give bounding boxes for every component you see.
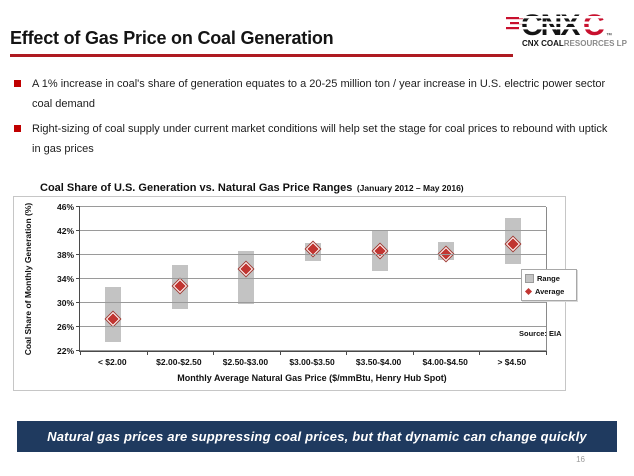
legend-item-average: Average [524, 287, 573, 296]
y-tick-label: 34% [56, 274, 74, 284]
gridline [80, 302, 546, 303]
page-title: Effect of Gas Price on Coal Generation [10, 28, 334, 48]
bullet-text: A 1% increase in coal's share of generat… [32, 78, 606, 110]
logo-letters-cnx: CNX [521, 9, 580, 42]
average-diamond-icon [524, 287, 533, 296]
gridline [80, 206, 546, 207]
y-tick-mark [76, 254, 80, 255]
chart-column [80, 207, 147, 351]
bullet-item: A 1% increase in coal's share of generat… [14, 74, 608, 114]
y-tick-label: 30% [56, 298, 74, 308]
y-tick-mark [76, 206, 80, 207]
x-tick-label: > $4.50 [497, 357, 527, 367]
chart-column [213, 207, 280, 351]
chart-title-period: (January 2012 – May 2016) [356, 183, 464, 193]
gridline [80, 230, 546, 231]
y-tick-mark [76, 350, 80, 351]
x-axis-labels: < $2.00 $2.00-$2.50 $2.50-$3.00 $3.00-$3.50… [79, 357, 545, 367]
title-underline-rule [10, 54, 513, 57]
logo-stripes-icon [519, 16, 607, 30]
chart-title-main: Coal Share of U.S. Generation vs. Natura… [40, 182, 353, 194]
chart-column [280, 207, 347, 351]
logo-letter-c-red: C [583, 9, 605, 42]
bullet-square-icon [14, 125, 21, 132]
y-tick-label: 42% [56, 226, 74, 236]
x-tick-label: $4.00-$4.50 [422, 357, 468, 367]
x-tick-mark [80, 351, 81, 355]
chart-column [479, 207, 546, 351]
x-tick-label: $2.00-$2.50 [156, 357, 202, 367]
logo-trademark: ™ [606, 32, 612, 39]
logo-subtitle: CNX COALRESOURCES LP [522, 39, 628, 48]
y-tick-label: 22% [56, 346, 74, 356]
y-tick-label: 46% [56, 202, 74, 212]
bullet-square-icon [14, 80, 21, 87]
legend-item-range: Range [525, 274, 573, 283]
y-tick-mark [76, 278, 80, 279]
chart-frame: Coal Share of Monthly Generation (%) 46%… [13, 196, 577, 391]
x-tick-label: $3.50-$4.00 [355, 357, 402, 367]
takeaway-text: Natural gas prices are suppressing coal … [47, 429, 587, 444]
x-tick-label: $3.00-$3.50 [289, 357, 335, 367]
chart-source: Source: EIA [519, 329, 562, 338]
chart-column [147, 207, 214, 351]
x-axis-title: Monthly Average Natural Gas Price ($/mmB… [177, 373, 447, 383]
y-tick-mark [76, 302, 80, 303]
bullet-list: A 1% increase in coal's share of generat… [14, 74, 608, 164]
y-tick-mark [76, 326, 80, 327]
plot-area [76, 206, 547, 355]
x-tick-mark [279, 351, 281, 355]
takeaway-banner: Natural gas prices are suppressing coal … [17, 421, 617, 452]
x-tick-mark [346, 351, 348, 355]
legend-label: Range [537, 274, 560, 283]
bullet-text: Right-sizing of coal supply under curren… [32, 123, 608, 155]
chart-legend: Range Average [521, 269, 577, 301]
y-tick-mark [76, 230, 80, 231]
bullet-item: Right-sizing of coal supply under curren… [14, 119, 608, 159]
legend-label: Average [535, 287, 565, 296]
x-tick-label: $2.50-$3.00 [222, 357, 269, 367]
y-axis-ticks: 46% 42% 38% 34% 30% 26% 22% [14, 202, 74, 356]
x-tick-mark [479, 351, 481, 355]
chart-column [413, 207, 480, 351]
gridline [80, 278, 546, 279]
y-tick-label: 26% [56, 322, 74, 332]
x-tick-label: < $2.00 [97, 357, 127, 367]
gridline [80, 350, 546, 351]
x-tick-mark [412, 351, 414, 355]
y-tick-label: 38% [56, 250, 74, 260]
chart-title: Coal Share of U.S. Generation vs. Natura… [40, 178, 464, 196]
x-tick-mark [146, 351, 148, 355]
x-tick-mark [546, 351, 547, 355]
logo-speed-lines-icon [506, 17, 523, 30]
gridline [80, 254, 546, 255]
plot-columns [80, 207, 546, 351]
range-swatch-icon [525, 274, 534, 283]
cnx-logo: CNX C ™ CNX COALRESOURCES LP [506, 9, 628, 48]
page-number: 16 [576, 455, 585, 464]
gridline [80, 326, 546, 327]
chart-column [346, 207, 413, 351]
x-tick-mark [213, 351, 215, 355]
